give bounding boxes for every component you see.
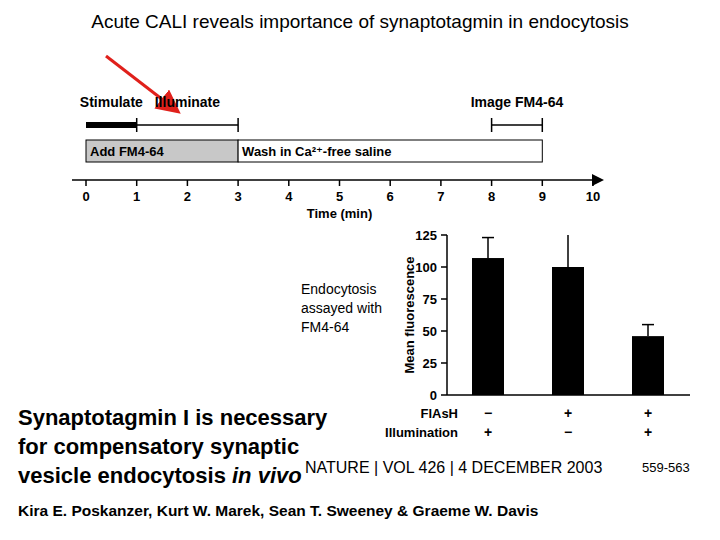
- paper-title-text: for compensatory synaptic: [18, 434, 299, 459]
- x-tick-label: 1: [133, 189, 140, 204]
- x-tick: [440, 180, 442, 186]
- x-tick-label: +: [564, 405, 572, 421]
- x-tick: [389, 180, 391, 186]
- paper-title-line: vesicle endocytosis in vivo: [18, 463, 302, 488]
- y-axis-label: Mean fluorescence: [402, 256, 417, 373]
- event-end: [237, 118, 239, 132]
- category-row-label: FlAsH: [420, 406, 458, 421]
- x-tick: [237, 180, 239, 186]
- y-tick-label: 0: [430, 388, 437, 403]
- x-tick-label: 6: [387, 189, 394, 204]
- x-tick: [339, 180, 341, 186]
- bar-chart: 0 25 50 75 100 125 Mean fluorescence FlAsH − + + Il…: [301, 228, 690, 440]
- x-tick-label: 4: [285, 189, 293, 204]
- error-cap: [482, 237, 494, 239]
- x-tick: [491, 180, 493, 186]
- paper-title-text: vesicle endocytosis: [18, 463, 232, 488]
- citation: Synaptotagmin I is necessary for compensa…: [18, 405, 690, 519]
- time-axis: [72, 179, 601, 181]
- x-tick-label: +: [644, 405, 652, 421]
- error-bar: [562, 235, 574, 267]
- x-tick-label: −: [484, 405, 492, 421]
- y-axis: [446, 235, 448, 395]
- error-bar: [482, 238, 494, 258]
- error-bar: [642, 325, 654, 337]
- x-tick-label: 8: [488, 189, 495, 204]
- x-tick-label: 10: [586, 189, 600, 204]
- phase-label: Add FM4-64: [90, 144, 164, 159]
- y-tick: [441, 394, 447, 396]
- slide-title: Acute CALI reveals importance of synapto…: [91, 11, 629, 32]
- y-tick: [441, 298, 447, 300]
- annotation: Endocytosis: [301, 281, 376, 297]
- bar: [552, 267, 584, 395]
- y-tick-label: 125: [415, 228, 437, 243]
- x-axis-label: Time (min): [307, 206, 373, 221]
- x-tick: [187, 180, 189, 186]
- x-tick-label: 9: [539, 189, 546, 204]
- category-row-label: Illumination: [385, 425, 458, 440]
- plot-area: [472, 235, 664, 395]
- event-label: Image FM4-64: [471, 94, 564, 110]
- event-bracket: [137, 118, 238, 132]
- bar: [632, 336, 664, 395]
- event-label: Illuminate: [155, 94, 221, 110]
- y-tick-label: 100: [415, 260, 437, 275]
- y-tick: [441, 234, 447, 236]
- event-line: [492, 124, 543, 126]
- x-tick-label: −: [564, 424, 572, 440]
- event-label: Stimulate: [80, 94, 143, 110]
- y-tick-label: 75: [423, 292, 437, 307]
- phase-box: [238, 140, 542, 162]
- x-tick-label: +: [484, 424, 492, 440]
- x-tick-label: 5: [336, 189, 343, 204]
- x-tick-label: 2: [184, 189, 191, 204]
- paper-title-line: Synaptotagmin I is necessary: [18, 405, 328, 430]
- x-tick-label: 0: [82, 189, 89, 204]
- y-tick: [441, 362, 447, 364]
- bar: [472, 258, 504, 395]
- error-line: [567, 235, 569, 267]
- error-cap: [642, 324, 654, 326]
- paper-title-text: Synaptotagmin I is necessary: [18, 405, 328, 430]
- authors: Kira E. Poskanzer, Kurt W. Marek, Sean T…: [18, 502, 538, 519]
- event-bracket: [492, 118, 543, 132]
- event-bar: [86, 122, 137, 128]
- y-tick-label: 25: [423, 356, 437, 371]
- annotation: FM4-64: [301, 319, 349, 335]
- event-end: [136, 118, 138, 132]
- x-tick: [85, 180, 87, 186]
- annotation: assayed with: [301, 300, 382, 316]
- error-line: [487, 238, 489, 258]
- x-tick: [592, 180, 594, 186]
- timeline: 0 1 2 3 4 5 6 7 8 9 10 Time (min) Stimulate Illuminat…: [72, 94, 601, 221]
- x-tick: [288, 180, 290, 186]
- phase-box: [86, 140, 238, 162]
- error-line: [647, 325, 649, 337]
- x-tick-label: +: [644, 424, 652, 440]
- x-tick: [542, 180, 544, 186]
- pages: 559-563: [642, 460, 690, 475]
- x-tick-label: 3: [234, 189, 241, 204]
- journal: NATURE | VOL 426 | 4 DECEMBER 2003: [305, 459, 602, 476]
- phase-label: Wash in Ca²⁺-free saline: [242, 144, 391, 159]
- y-tick-label: 50: [423, 324, 437, 339]
- x-tick: [136, 180, 138, 186]
- slide: Acute CALI reveals importance of synapto…: [0, 0, 720, 540]
- x-tick-label: 7: [437, 189, 444, 204]
- paper-title-line: for compensatory synaptic: [18, 434, 299, 459]
- event-end: [491, 118, 493, 132]
- y-tick: [441, 266, 447, 268]
- event-line: [137, 124, 238, 126]
- event-end: [542, 118, 544, 132]
- paper-title-text: in vivo: [232, 463, 302, 488]
- y-tick: [441, 330, 447, 332]
